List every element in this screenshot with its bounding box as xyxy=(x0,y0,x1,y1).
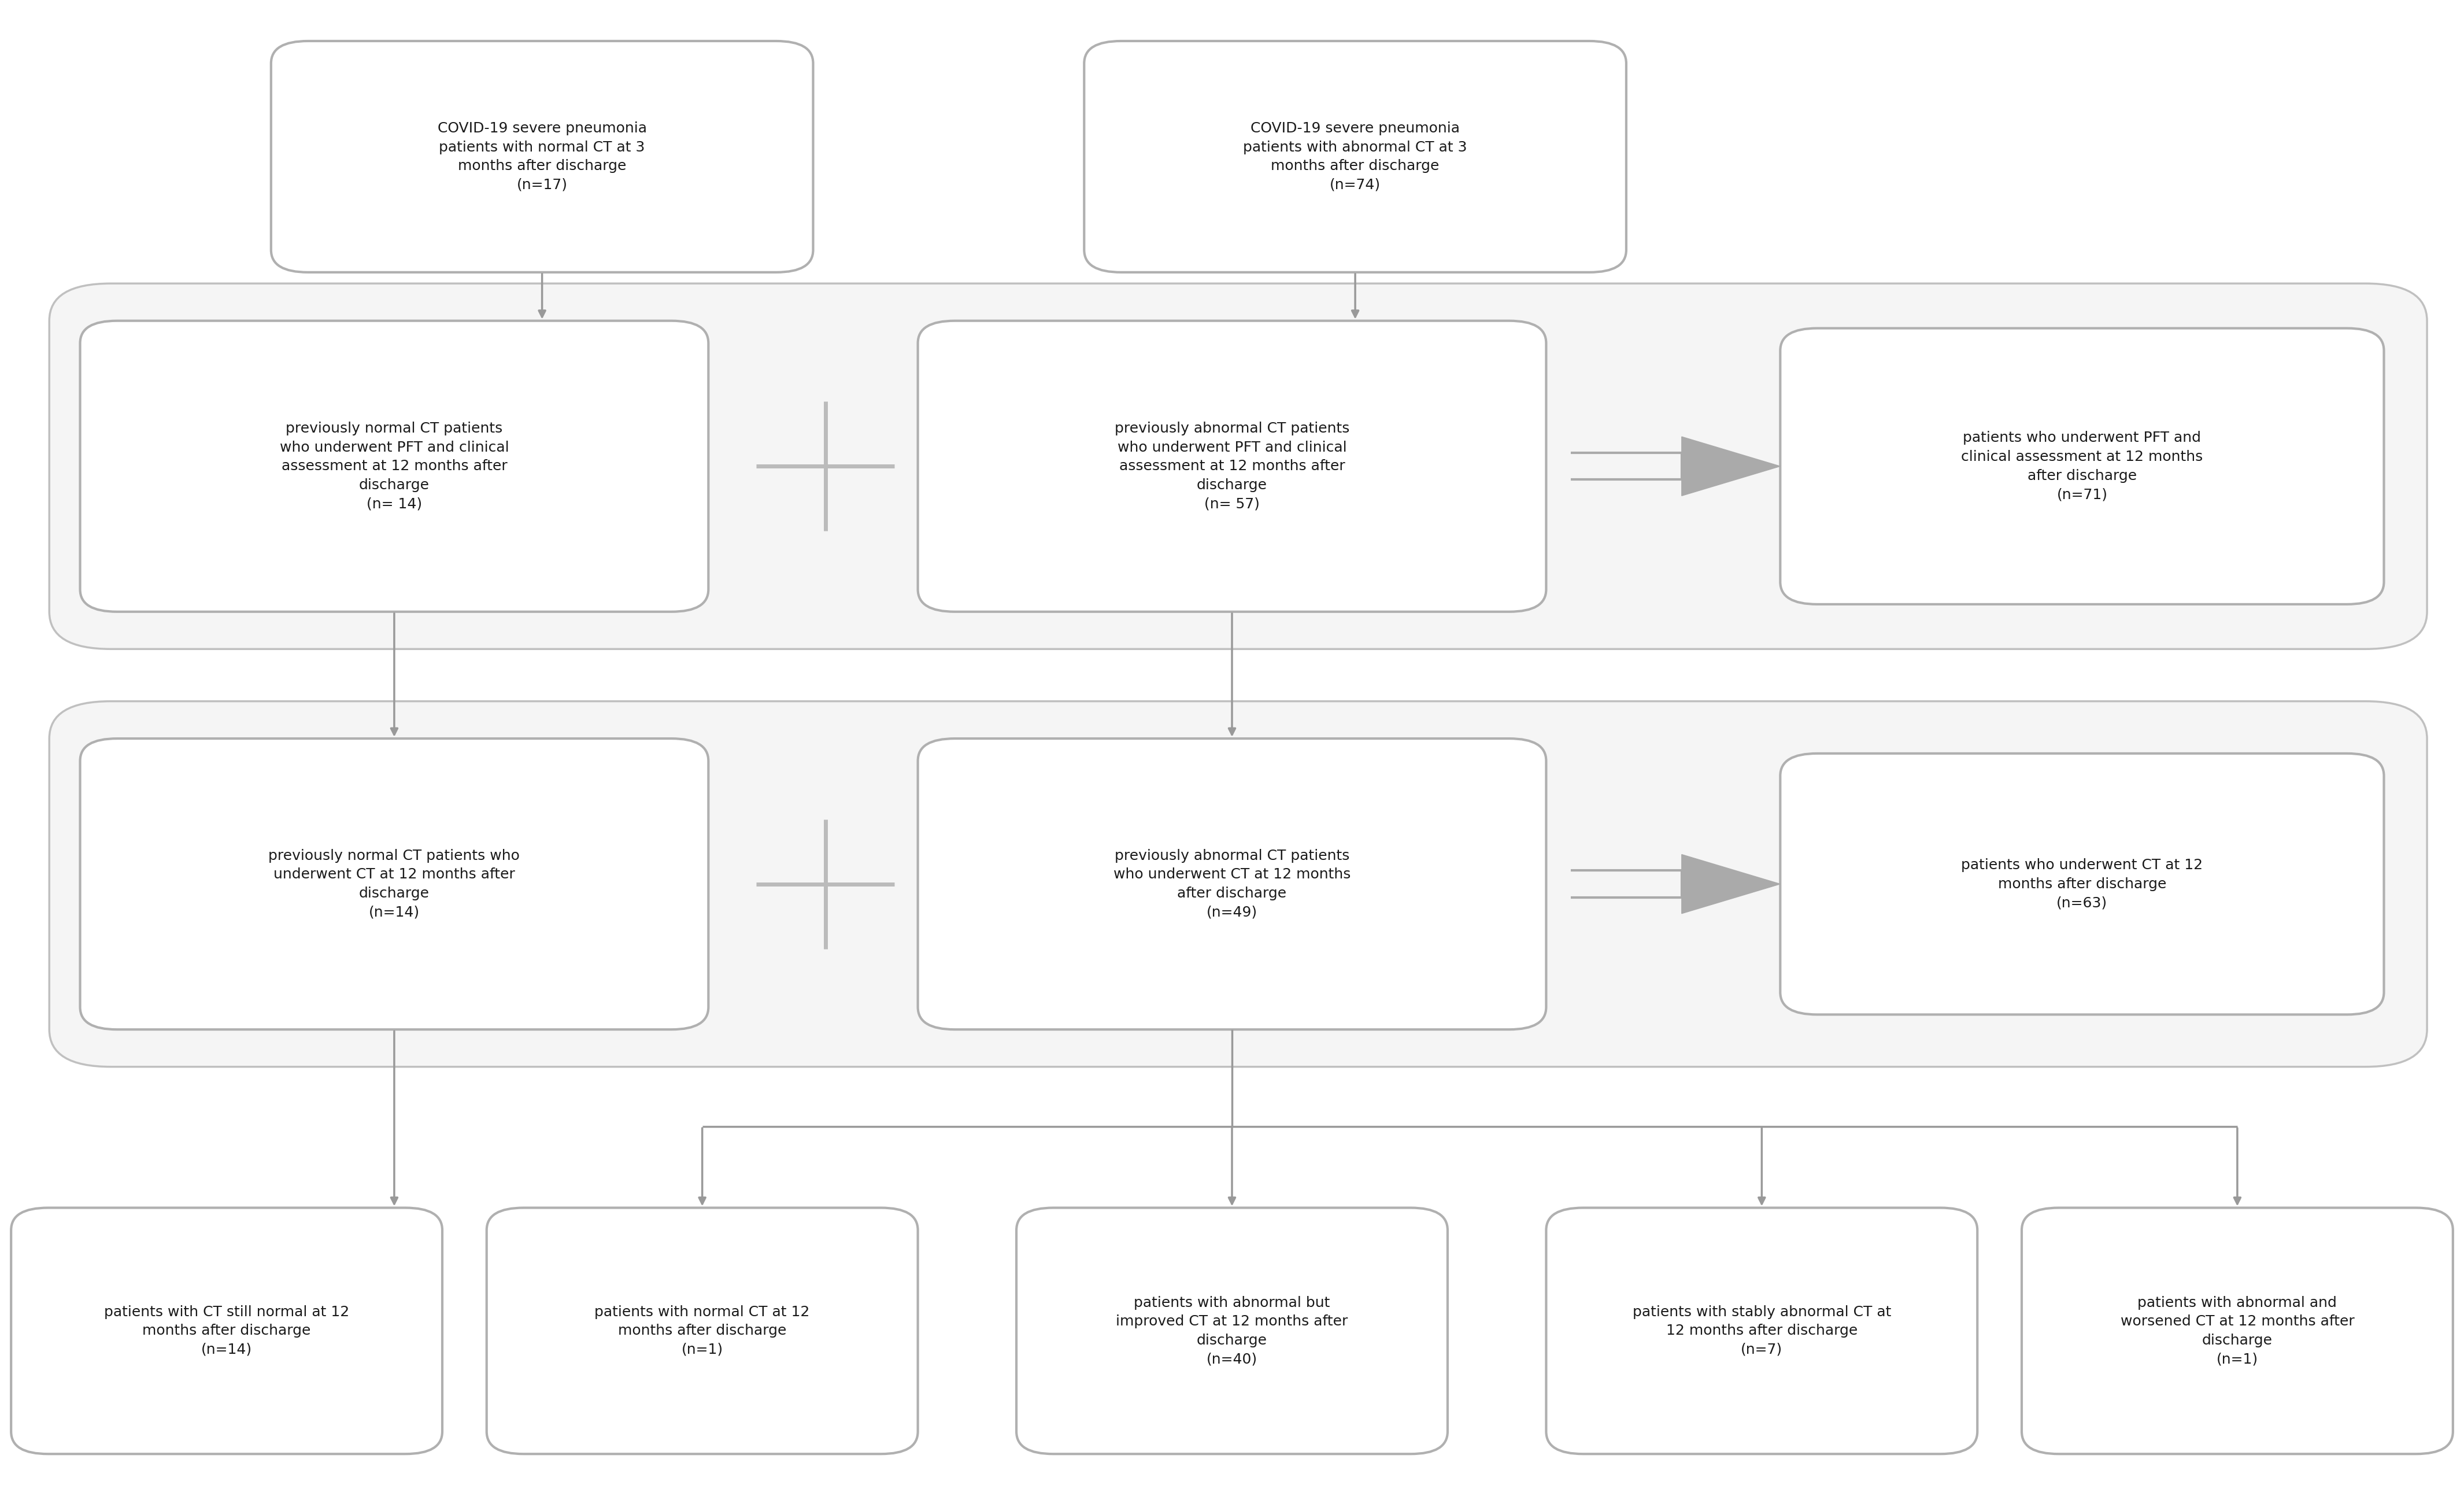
FancyBboxPatch shape xyxy=(1015,1209,1446,1453)
Text: patients with abnormal but
improved CT at 12 months after
discharge
(n=40): patients with abnormal but improved CT a… xyxy=(1116,1295,1348,1367)
FancyBboxPatch shape xyxy=(49,283,2427,649)
FancyBboxPatch shape xyxy=(485,1209,917,1453)
FancyBboxPatch shape xyxy=(49,701,2427,1067)
FancyBboxPatch shape xyxy=(79,321,707,612)
Text: patients with abnormal and
worsened CT at 12 months after
discharge
(n=1): patients with abnormal and worsened CT a… xyxy=(2122,1295,2353,1367)
Text: previously normal CT patients who
underwent CT at 12 months after
discharge
(n=1: previously normal CT patients who underw… xyxy=(269,849,520,919)
Text: COVID-19 severe pneumonia
patients with abnormal CT at 3
months after discharge
: COVID-19 severe pneumonia patients with … xyxy=(1244,121,1466,192)
Text: patients who underwent CT at 12
months after discharge
(n=63): patients who underwent CT at 12 months a… xyxy=(1961,858,2203,910)
Polygon shape xyxy=(1680,855,1779,913)
FancyBboxPatch shape xyxy=(1779,328,2383,604)
Text: patients with CT still normal at 12
months after discharge
(n=14): patients with CT still normal at 12 mont… xyxy=(103,1306,350,1356)
Text: patients with stably abnormal CT at
12 months after discharge
(n=7): patients with stably abnormal CT at 12 m… xyxy=(1634,1306,1890,1356)
Text: previously normal CT patients
who underwent PFT and clinical
assessment at 12 mo: previously normal CT patients who underw… xyxy=(278,422,510,510)
FancyBboxPatch shape xyxy=(1547,1209,1976,1453)
FancyBboxPatch shape xyxy=(12,1209,444,1453)
FancyBboxPatch shape xyxy=(2020,1209,2452,1453)
Text: previously abnormal CT patients
who underwent CT at 12 months
after discharge
(n: previously abnormal CT patients who unde… xyxy=(1114,849,1350,919)
FancyBboxPatch shape xyxy=(1779,753,2383,1015)
Text: previously abnormal CT patients
who underwent PFT and clinical
assessment at 12 : previously abnormal CT patients who unde… xyxy=(1114,422,1350,510)
Text: patients with normal CT at 12
months after discharge
(n=1): patients with normal CT at 12 months aft… xyxy=(594,1306,811,1356)
Text: patients who underwent PFT and
clinical assessment at 12 months
after discharge
: patients who underwent PFT and clinical … xyxy=(1961,431,2203,501)
FancyBboxPatch shape xyxy=(917,739,1547,1029)
FancyBboxPatch shape xyxy=(1084,40,1626,272)
FancyBboxPatch shape xyxy=(917,321,1547,612)
Text: COVID-19 severe pneumonia
patients with normal CT at 3
months after discharge
(n: COVID-19 severe pneumonia patients with … xyxy=(439,121,646,192)
FancyBboxPatch shape xyxy=(79,739,707,1029)
Polygon shape xyxy=(1680,437,1779,495)
FancyBboxPatch shape xyxy=(271,40,813,272)
